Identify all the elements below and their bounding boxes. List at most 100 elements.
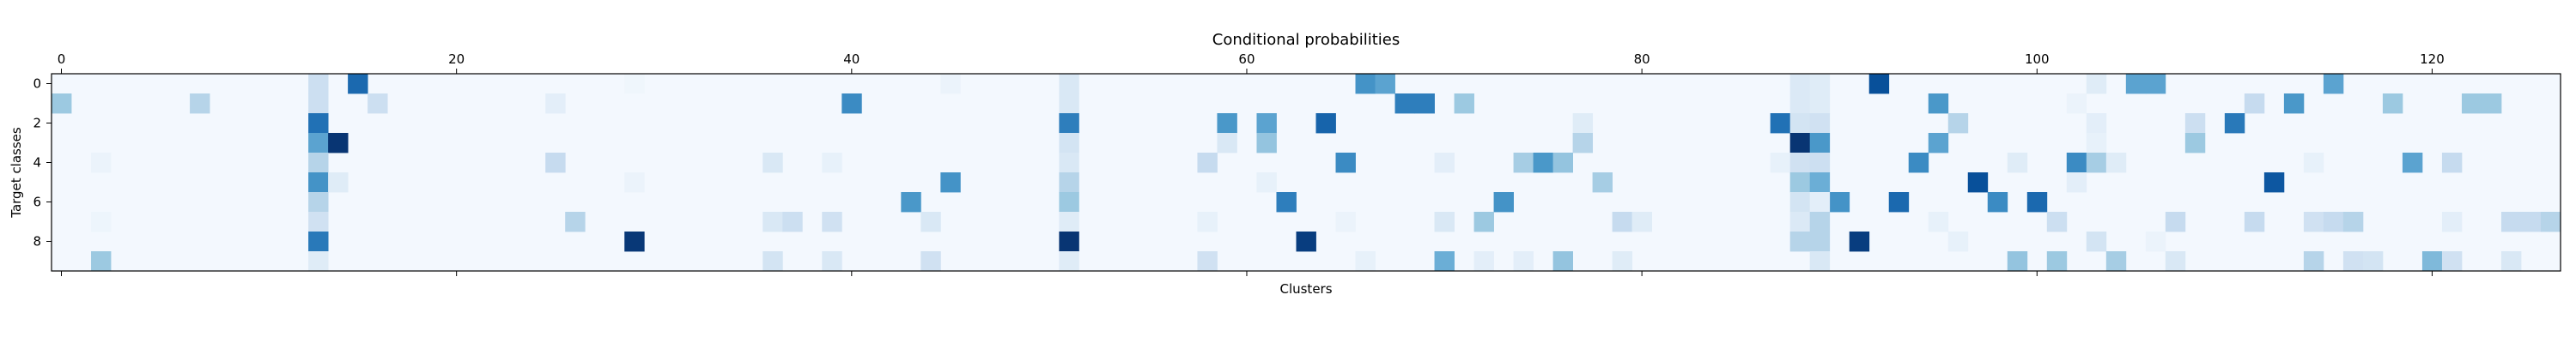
x-tick-label: 20 <box>448 51 465 67</box>
heatmap-cell <box>1868 74 1890 94</box>
heatmap-cell <box>2007 251 2028 272</box>
heatmap-cell <box>1552 251 1574 272</box>
heatmap-cell <box>1809 212 1831 232</box>
heatmap-cell <box>1928 93 1949 114</box>
heatmap-cell <box>1059 93 1079 114</box>
heatmap-cell <box>822 212 842 232</box>
heatmap-cell <box>1197 212 1218 232</box>
heatmap-cell <box>762 153 783 173</box>
heatmap-cell <box>624 74 645 94</box>
heatmap-cell <box>1296 232 1316 252</box>
heatmap-cell <box>2303 251 2324 272</box>
heatmap-cell <box>1789 93 1811 114</box>
heatmap-cell <box>1217 133 1237 153</box>
heatmap-cell <box>1059 232 1079 252</box>
heatmap-cell <box>1059 74 1079 94</box>
heatmap-cell <box>1809 133 1831 153</box>
heatmap-cell <box>1789 212 1811 232</box>
heatmap-cell <box>1059 212 1079 232</box>
heatmap-cell <box>91 251 112 272</box>
heatmap-cell <box>2145 74 2166 94</box>
heatmap-cell <box>1533 153 1553 173</box>
heatmap-cell <box>1059 153 1079 173</box>
heatmap-cell <box>2323 74 2344 94</box>
heatmap-cell <box>2046 212 2068 232</box>
heatmap-cell <box>2007 153 2028 173</box>
heatmap-cell <box>1434 251 1455 272</box>
x-tick-label: 60 <box>1238 51 1255 67</box>
heatmap-cell <box>2086 74 2107 94</box>
y-tick-label: 2 <box>33 116 41 131</box>
heatmap-cell <box>2540 212 2561 232</box>
heatmap-cell <box>2224 113 2245 134</box>
heatmap-cell <box>308 192 329 213</box>
heatmap-cell <box>1809 74 1831 94</box>
heatmap-cell <box>1434 212 1455 232</box>
heatmap-cell <box>328 133 349 153</box>
heatmap-cell <box>1375 74 1395 94</box>
heatmap-cell <box>1809 113 1831 134</box>
heatmap-cell <box>565 212 586 232</box>
plot-frame <box>51 73 2561 272</box>
heatmap-cell <box>1493 192 1514 213</box>
heatmap-cell <box>308 232 329 252</box>
heatmap-cell <box>1789 113 1811 134</box>
heatmap-cell <box>1059 113 1079 134</box>
heatmap-cell <box>328 172 349 193</box>
heatmap-cell <box>1928 212 1949 232</box>
x-tick-label: 120 <box>2420 51 2445 67</box>
heatmap-cell <box>2303 212 2324 232</box>
heatmap-cell <box>1770 113 1791 134</box>
heatmap-cell <box>901 192 921 213</box>
heatmap-cell <box>1256 172 1277 193</box>
y-tick-label: 4 <box>33 155 41 171</box>
heatmap-cell <box>1809 192 1831 213</box>
heatmap-cell <box>1256 113 1277 134</box>
heatmap-cell <box>2086 153 2107 173</box>
heatmap-cell <box>2500 212 2522 232</box>
heatmap-cell <box>1552 153 1574 173</box>
heatmap-cell <box>1572 113 1594 134</box>
heatmap-cell <box>308 172 329 193</box>
heatmap-cell <box>1059 192 1079 213</box>
heatmap-cell <box>545 93 566 114</box>
heatmap-cell <box>308 113 329 134</box>
heatmap-cell <box>308 74 329 94</box>
y-axis-ticks: 0 2 4 6 8 <box>33 76 52 250</box>
heatmap-cell <box>920 212 941 232</box>
heatmap-cell <box>1454 93 1474 114</box>
heatmap-cell <box>1947 113 1969 134</box>
heatmap-cell <box>1394 93 1415 114</box>
y-tick-label: 8 <box>33 234 41 250</box>
x-axis-label: Clusters <box>1279 281 1332 297</box>
heatmap-cell <box>1809 232 1831 252</box>
heatmap-cell <box>190 93 210 114</box>
heatmap-cell <box>1315 113 1336 134</box>
heatmap-cell <box>1987 192 2008 213</box>
heatmap-cell <box>2145 232 2166 252</box>
heatmap-cell <box>1947 232 1969 252</box>
heatmap-cell <box>2066 153 2087 173</box>
heatmap-cell <box>1355 74 1376 94</box>
heatmap-cell <box>1789 232 1811 252</box>
heatmap-cell <box>1473 251 1494 272</box>
heatmap-cell <box>1789 172 1811 193</box>
heatmap-cell <box>1612 212 1633 232</box>
heatmap-cell <box>1888 192 1910 213</box>
heatmap-cell <box>2086 232 2107 252</box>
heatmap-cell <box>1908 153 1929 173</box>
heatmap-cell <box>348 74 368 94</box>
x-tick-label: 40 <box>843 51 860 67</box>
heatmap-cell <box>1789 133 1811 153</box>
heatmap-cell <box>2184 133 2206 153</box>
heatmap-cell <box>1809 251 1831 272</box>
heatmap-cell <box>762 251 783 272</box>
heatmap-cell <box>1197 251 1218 272</box>
heatmap-cell <box>2105 153 2127 173</box>
heatmap-cell <box>52 93 72 114</box>
heatmap-cell <box>91 212 112 232</box>
heatmap-cell <box>1513 251 1534 272</box>
heatmap-cell <box>920 251 941 272</box>
heatmap-cell <box>1770 153 1791 173</box>
heatmap-cell <box>1612 251 1633 272</box>
